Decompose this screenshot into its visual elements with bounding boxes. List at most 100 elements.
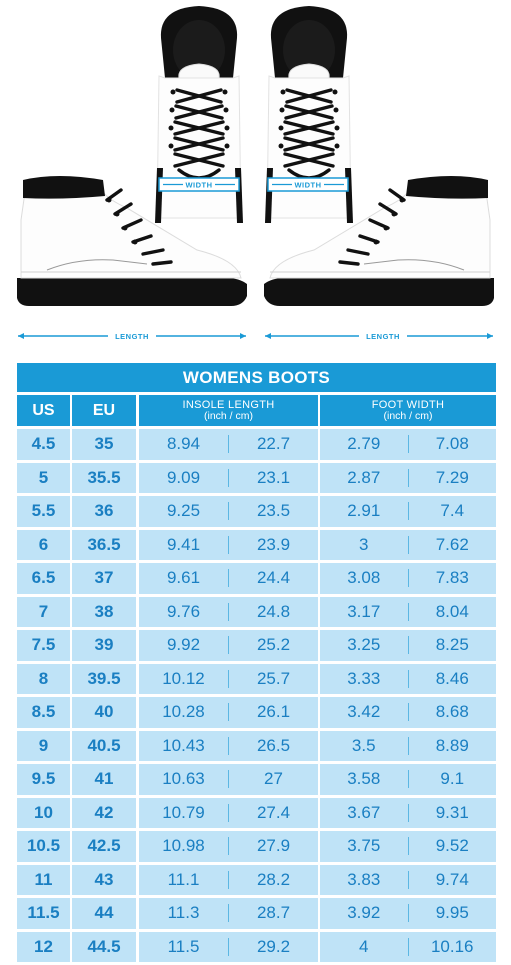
cell-eu: 40.5 (72, 730, 136, 761)
cell-divider (228, 636, 229, 655)
cell-eu: 42 (72, 797, 136, 828)
cell-foot-width: 4 10.16 (320, 931, 496, 962)
cell-foot-width: 3.58 9.1 (320, 764, 496, 795)
cell-insole-inch: 9.25 (166, 501, 201, 521)
cell-insole: 9.25 23.5 (139, 496, 318, 527)
cell-width-inch: 3.58 (347, 769, 381, 789)
table-row: 7.5 39 9.92 25.2 3.25 8.25 (17, 630, 496, 661)
cell-insole-inch: 10.63 (162, 769, 205, 789)
cell-insole-inch: 9.09 (166, 467, 201, 487)
cell-divider (228, 904, 229, 923)
cell-eu: 43 (72, 864, 136, 895)
cell-width-inch: 2.87 (347, 467, 381, 487)
cell-insole-cm: 27 (264, 769, 283, 789)
cell-insole-inch: 11.5 (167, 936, 200, 956)
cell-us: 11.5 (17, 898, 70, 929)
cell-insole: 11.3 28.7 (139, 898, 318, 929)
cell-us: 6 (17, 529, 70, 560)
table-row: 4.5 35 8.94 22.7 2.79 7.08 (17, 429, 496, 460)
header-insole-label: INSOLE LENGTH (182, 399, 275, 411)
cell-us: 5.5 (17, 496, 70, 527)
cell-foot-width: 3.5 8.89 (320, 730, 496, 761)
cell-width-inch: 3.17 (347, 601, 381, 621)
cell-width-cm: 8.46 (435, 668, 469, 688)
cell-eu: 44.5 (72, 931, 136, 962)
cell-divider (228, 535, 229, 554)
cell-width-cm: 7.62 (435, 534, 469, 554)
cell-foot-width: 3.75 9.52 (320, 831, 496, 862)
length-marker-left: LENGTH (18, 331, 246, 341)
cell-divider (228, 937, 229, 956)
cell-insole-cm: 24.8 (256, 601, 291, 621)
cell-divider (407, 435, 409, 454)
boot-measurement-illustration: WIDTH WIDTH LENGTH LENGTH (15, 4, 496, 341)
cell-insole-cm: 27.4 (256, 802, 291, 822)
cell-insole: 10.43 26.5 (139, 730, 318, 761)
cell-insole: 9.61 24.4 (139, 563, 318, 594)
cell-insole-inch: 10.12 (162, 668, 205, 688)
cell-us: 11 (17, 864, 70, 895)
cell-divider (407, 870, 409, 889)
header-foot-width: FOOT WIDTH (inch / cm) (320, 395, 496, 426)
table-row: 9 40.5 10.43 26.5 3.5 8.89 (17, 730, 496, 761)
cell-divider (228, 468, 229, 487)
table-row: 9.5 41 10.63 27 3.58 9.1 (17, 764, 496, 795)
header-foot-width-units: (inch / cm) (383, 410, 433, 422)
cell-us: 9 (17, 730, 70, 761)
cell-divider (407, 602, 409, 621)
cell-divider (407, 703, 409, 722)
length-label-left: LENGTH (115, 332, 149, 341)
cell-insole-cm: 23.1 (256, 467, 291, 487)
width-marker-left: WIDTH (158, 177, 240, 192)
header-foot-width-label: FOOT WIDTH (371, 399, 445, 411)
cell-eu: 39.5 (72, 663, 136, 694)
table-title: WOMENS BOOTS (17, 363, 496, 392)
cell-insole: 10.12 25.7 (139, 663, 318, 694)
cell-eu: 41 (72, 764, 136, 795)
cell-width-cm: 9.52 (435, 836, 469, 856)
cell-insole: 8.94 22.7 (139, 429, 318, 460)
width-label-right: WIDTH (294, 181, 321, 190)
cell-insole: 9.92 25.2 (139, 630, 318, 661)
cell-insole-inch: 10.79 (162, 802, 205, 822)
cell-insole-cm: 23.5 (256, 501, 291, 521)
cell-width-inch: 3.83 (347, 869, 381, 889)
length-label-right: LENGTH (366, 332, 400, 341)
cell-width-inch: 3.33 (347, 668, 381, 688)
header-insole-length: INSOLE LENGTH (inch / cm) (139, 395, 318, 426)
cell-foot-width: 3.67 9.31 (320, 797, 496, 828)
cell-insole-cm: 23.9 (256, 534, 291, 554)
cell-divider (407, 502, 409, 521)
cell-eu: 36.5 (72, 529, 136, 560)
cell-us: 8.5 (17, 697, 70, 728)
table-row: 5 35.5 9.09 23.1 2.87 7.29 (17, 462, 496, 493)
cell-width-cm: 8.89 (435, 735, 469, 755)
cell-insole-cm: 29.2 (256, 936, 291, 956)
cell-divider (407, 904, 409, 923)
cell-foot-width: 2.79 7.08 (320, 429, 496, 460)
cell-divider (407, 535, 409, 554)
cell-us: 10.5 (17, 831, 70, 862)
cell-insole: 10.79 27.4 (139, 797, 318, 828)
cell-foot-width: 3 7.62 (320, 529, 496, 560)
cell-eu: 35.5 (72, 462, 136, 493)
cell-divider (228, 703, 229, 722)
cell-insole: 9.41 23.9 (139, 529, 318, 560)
cell-insole-cm: 28.7 (256, 903, 291, 923)
cell-insole-inch: 9.92 (166, 635, 201, 655)
cell-divider (228, 435, 229, 454)
cell-divider (228, 803, 229, 822)
cell-insole-inch: 10.43 (162, 735, 205, 755)
header-eu: EU (72, 395, 136, 426)
cell-eu: 35 (72, 429, 136, 460)
cell-width-inch: 3.92 (347, 903, 381, 923)
cell-eu: 39 (72, 630, 136, 661)
cell-insole-inch: 10.28 (162, 702, 205, 722)
cell-foot-width: 3.25 8.25 (320, 630, 496, 661)
cell-foot-width: 2.87 7.29 (320, 462, 496, 493)
cell-insole-cm: 28.2 (256, 869, 291, 889)
table-row: 8.5 40 10.28 26.1 3.42 8.68 (17, 697, 496, 728)
cell-insole-inch: 9.61 (166, 568, 201, 588)
header-us: US (17, 395, 70, 426)
cell-insole-inch: 11.1 (167, 869, 200, 889)
